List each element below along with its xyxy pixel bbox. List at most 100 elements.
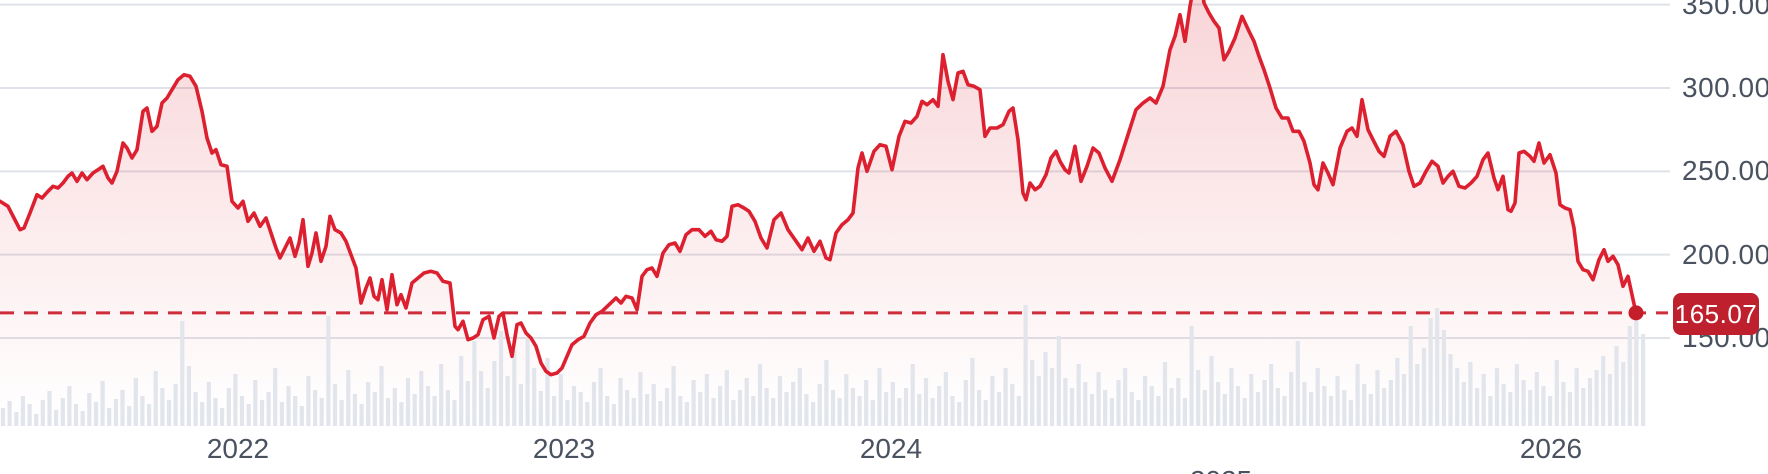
price-tick-label: 300.00 (1682, 71, 1768, 103)
volume-bar (764, 388, 769, 426)
volume-bar (512, 351, 517, 426)
volume-bar (87, 393, 92, 426)
volume-bar (253, 380, 258, 426)
volume-bar (133, 378, 138, 426)
volume-bar (923, 378, 929, 426)
volume-bar (1355, 364, 1360, 426)
volume-bar (1594, 370, 1599, 426)
volume-bar (1289, 372, 1294, 426)
volume-bar (598, 368, 603, 426)
volume-bar (950, 396, 955, 426)
volume-bar (591, 382, 597, 426)
volume-bar (957, 402, 962, 426)
volume-bar (1063, 378, 1068, 426)
volume-bar (386, 398, 391, 426)
volume-bar (1395, 358, 1400, 426)
volume-bar (877, 368, 882, 426)
volume-bar (1076, 364, 1081, 426)
volume-bar (439, 364, 444, 426)
volume-bar (273, 368, 278, 426)
volume-bar (1302, 382, 1307, 426)
volume-bar (1229, 368, 1234, 426)
volume-bar (1176, 378, 1181, 426)
volume-bar (14, 412, 19, 426)
volume-bar (1189, 326, 1194, 426)
volume-bar (0, 408, 6, 426)
price-tick-label: 250.00 (1682, 155, 1768, 187)
volume-bar (1262, 380, 1267, 426)
volume-bar (611, 404, 616, 426)
volume-bar (220, 408, 225, 426)
volume-bar (817, 384, 822, 426)
volume-bar (259, 400, 265, 426)
volume-bar (1322, 386, 1327, 426)
volume-bar (7, 401, 12, 426)
volume-bar (73, 404, 79, 426)
volume-bar (432, 396, 437, 426)
volume-bar (246, 404, 251, 426)
volume-bar (784, 392, 789, 426)
volume-bar (1607, 374, 1612, 426)
volume-bar (571, 386, 577, 426)
volume-bar (1448, 354, 1453, 426)
volume-bar (1169, 388, 1174, 426)
volume-bar (1567, 392, 1573, 426)
volume-bar (405, 378, 411, 426)
volume-bar (1069, 388, 1075, 426)
volume-bar (977, 390, 982, 426)
volume-bar (1508, 392, 1513, 426)
volume-bar (346, 370, 351, 426)
volume-bar (1441, 330, 1446, 426)
volume-bar (704, 374, 709, 426)
volume-bar (1103, 390, 1108, 426)
volume-bar (1123, 368, 1128, 426)
volume-bar (352, 394, 357, 426)
volume-bar (366, 382, 371, 426)
volume-bar (538, 391, 543, 426)
volume-bar (558, 374, 563, 426)
volume-bar (903, 388, 909, 426)
volume-bar (498, 331, 504, 426)
volume-bar (1587, 378, 1593, 426)
volume-bar (731, 400, 736, 426)
year-tick-label: 2025 (1151, 466, 1291, 474)
volume-bar (970, 358, 975, 426)
volume-bar (1116, 380, 1121, 426)
volume-bar (226, 388, 231, 426)
year-tick-label: 2024 (859, 433, 923, 464)
volume-bar (1030, 360, 1035, 426)
volume-bar (777, 376, 782, 426)
volume-bar (1428, 318, 1433, 426)
volume-bar (452, 400, 457, 426)
volume-bar (127, 406, 132, 426)
volume-bar (751, 396, 756, 426)
volume-bar (1275, 388, 1280, 426)
volume-bar (1461, 382, 1466, 426)
volume-bar (1255, 392, 1261, 426)
volume-bar (532, 368, 537, 426)
volume-bar (113, 399, 118, 426)
volume-bar (1601, 356, 1606, 426)
volume-bar (54, 410, 59, 426)
volume-bar (233, 374, 238, 426)
volume-bar (140, 396, 145, 426)
year-tick-label: 2023 (532, 433, 596, 464)
volume-bar (1023, 305, 1028, 426)
volume-bar (479, 371, 484, 426)
volume-bar (1375, 370, 1380, 426)
volume-bar (870, 400, 875, 426)
volume-bar (80, 411, 85, 426)
volume-bar (811, 402, 816, 426)
volume-bar (963, 380, 968, 426)
volume-bar (1003, 368, 1008, 426)
volume-bar (326, 316, 331, 426)
volume-bar (372, 392, 377, 426)
volume-bar (1096, 372, 1101, 426)
area-fill (0, 0, 1636, 430)
volume-bar (718, 386, 723, 426)
volume-bar (1455, 368, 1460, 426)
volume-bar (844, 374, 849, 426)
volume-bar (339, 400, 344, 426)
